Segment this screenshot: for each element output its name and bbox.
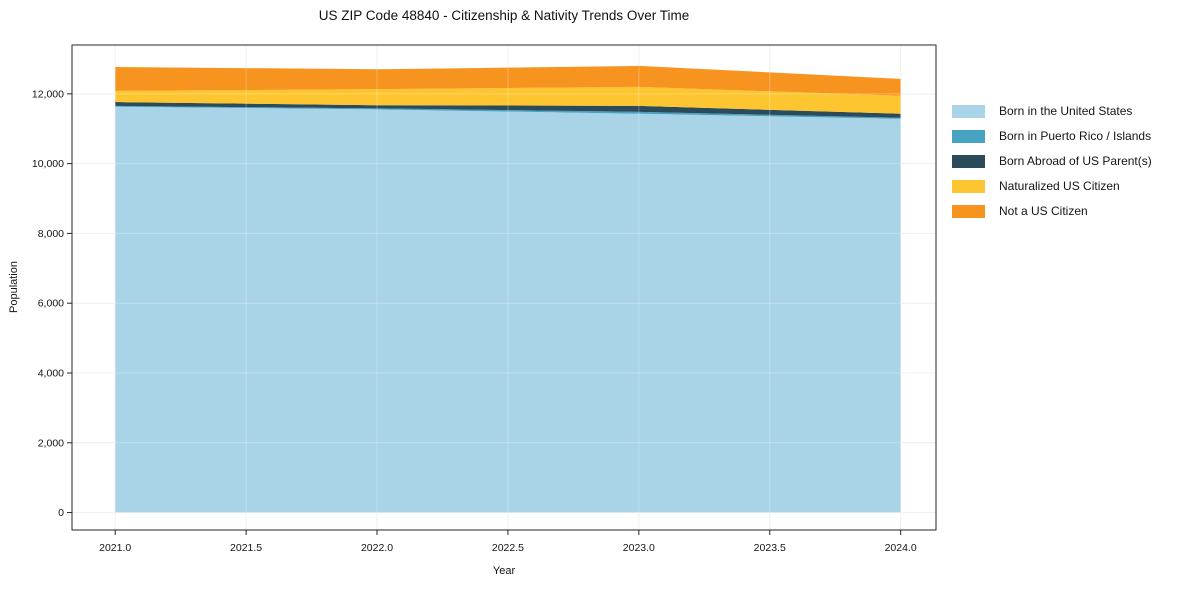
x-tick-label: 2022.0 <box>361 542 393 554</box>
y-tick-label: 0 <box>58 507 64 519</box>
legend: Born in the United States Born in Puerto … <box>952 104 1152 229</box>
y-tick-label: 12,000 <box>32 88 64 100</box>
y-tick-label: 4,000 <box>38 367 64 379</box>
y-axis-label: Population <box>8 261 20 313</box>
x-tick-label: 2023.0 <box>623 542 655 554</box>
legend-label: Born Abroad of US Parent(s) <box>999 154 1152 168</box>
x-tick-label: 2024.0 <box>885 542 917 554</box>
legend-label: Naturalized US Citizen <box>999 179 1120 193</box>
legend-label: Born in the United States <box>999 104 1133 118</box>
legend-swatch-born-in-the-united-states <box>952 104 985 118</box>
legend-item: Not a US Citizen <box>952 204 1152 218</box>
y-tick-label: 10,000 <box>32 158 64 170</box>
legend-swatch-born-in-puerto-rico-islands <box>952 129 985 143</box>
x-tick-label: 2023.5 <box>754 542 786 554</box>
area-born-in-the-united-states <box>115 106 901 513</box>
area-born-in-puerto-rico-islands <box>115 105 901 119</box>
y-tick-label: 8,000 <box>38 228 64 240</box>
x-tick-label: 2021.5 <box>230 542 262 554</box>
legend-label: Born in Puerto Rico / Islands <box>999 129 1152 143</box>
axes-frame <box>71 44 937 531</box>
legend-swatch-naturalized-us-citizen <box>952 179 985 193</box>
x-tick-label: 2021.0 <box>99 542 131 554</box>
legend-item: Born in Puerto Rico / Islands <box>952 129 1152 143</box>
area-naturalized-us-citizen <box>115 86 901 114</box>
chart-title: US ZIP Code 48840 - Citizenship & Nativi… <box>318 8 690 23</box>
legend-swatch-born-abroad-of-us-parent-s <box>952 154 985 168</box>
legend-item: Born in the United States <box>952 104 1152 118</box>
x-tick-label: 2022.5 <box>492 542 524 554</box>
legend-swatch-not-a-us-citizen <box>952 204 985 218</box>
legend-label: Not a US Citizen <box>999 204 1088 218</box>
y-tick-label: 6,000 <box>38 298 64 310</box>
x-axis-label: Year <box>492 565 516 577</box>
legend-item: Born Abroad of US Parent(s) <box>952 154 1152 168</box>
legend-item: Naturalized US Citizen <box>952 179 1152 193</box>
area-not-a-us-citizen <box>115 65 901 96</box>
y-tick-label: 2,000 <box>38 437 64 449</box>
area-born-abroad-of-us-parent-s <box>115 102 901 118</box>
